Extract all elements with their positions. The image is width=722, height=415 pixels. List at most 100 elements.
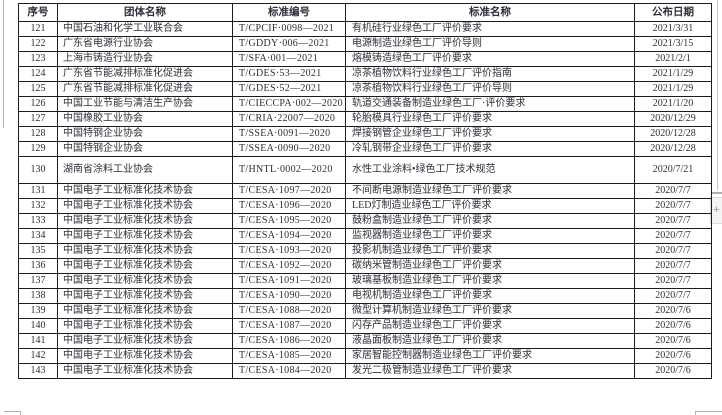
cell-no: 136 bbox=[18, 258, 58, 274]
cell-name: 闪存产品制造业绿色工厂评价要求 bbox=[345, 318, 635, 334]
cell-name: 鼓粉盒制造业绿色工厂评价要求 bbox=[345, 213, 635, 229]
header-cell-name: 标准名称 bbox=[345, 3, 635, 22]
cell-date: 2021/3/15 bbox=[634, 36, 712, 52]
cell-no: 142 bbox=[18, 348, 58, 364]
cell-name: 水性工业涂料•绿色工厂技术规范 bbox=[345, 156, 635, 184]
cell-name: 轨道交通装备制造业绿色工厂·评价要求 bbox=[345, 96, 635, 112]
cell-org: 中国电子工业标准化技术协会 bbox=[57, 318, 233, 334]
cell-date: 2021/1/29 bbox=[634, 66, 712, 82]
table-row: 127 中国橡胶工业协会 T/CRIA·22007—2020 轮胎模具行业绿色工厂评价… bbox=[18, 111, 712, 127]
cell-date: 2020/7/7 bbox=[634, 213, 712, 229]
cell-name: 电源制造业绿色工厂评价导则 bbox=[345, 36, 635, 52]
table-row: 125 广东省节能减排标准化促进会 T/GDES·52—2021 凉茶植物饮料行业绿色… bbox=[18, 81, 712, 97]
table-row: 143 中国电子工业标准化技术协会 T/CESA·1084—2020 发光二极管制造业… bbox=[18, 363, 712, 379]
table-row: 140 中国电子工业标准化技术协会 T/CESA·1087—2020 闪存产品制造业绿… bbox=[18, 318, 712, 334]
cell-date: 2020/12/28 bbox=[634, 126, 712, 142]
cell-org: 中国工业节能与清洁生产协会 bbox=[57, 96, 233, 112]
cell-date: 2020/7/7 bbox=[634, 288, 712, 304]
cell-org: 中国电子工业标准化技术协会 bbox=[57, 183, 233, 199]
cell-date: 2020/7/7 bbox=[634, 258, 712, 274]
scrollbar-dash bbox=[712, 192, 722, 194]
cell-org: 中国特钢企业协会 bbox=[57, 141, 233, 157]
table-row: 132 中国电子工业标准化技术协会 T/CESA·1096—2020 LED灯制造业绿… bbox=[18, 198, 712, 214]
cell-date: 2020/7/7 bbox=[634, 183, 712, 199]
cell-org: 中国电子工业标准化技术协会 bbox=[57, 198, 233, 214]
table-row: 142 中国电子工业标准化技术协会 T/CESA·1085—2020 家居智能控制器制… bbox=[18, 348, 712, 364]
cell-code: T/CESA·1086—2020 bbox=[232, 333, 346, 349]
cell-date: 2020/7/21 bbox=[634, 156, 712, 184]
cell-no: 133 bbox=[18, 213, 58, 229]
cell-code: T/GDES·52—2021 bbox=[232, 81, 346, 97]
table-row: 136 中国电子工业标准化技术协会 T/CESA·1092—2020 碳纳米管制造业绿… bbox=[18, 258, 712, 274]
cell-no: 124 bbox=[18, 66, 58, 82]
cell-org: 中国电子工业标准化技术协会 bbox=[57, 213, 233, 229]
cell-name: 焊接钢管企业绿色工厂评价要求 bbox=[345, 126, 635, 142]
cell-code: T/CESA·1087—2020 bbox=[232, 318, 346, 334]
cell-no: 130 bbox=[18, 156, 58, 184]
cell-date: 2020/7/7 bbox=[634, 228, 712, 244]
cell-date: 2020/7/7 bbox=[634, 198, 712, 214]
cell-org: 中国电子工业标准化技术协会 bbox=[57, 288, 233, 304]
cell-code: T/CESA·1096—2020 bbox=[232, 198, 346, 214]
cell-name: LED灯制造业绿色工厂评价要求 bbox=[345, 198, 635, 214]
cell-name: 玻璃基板制造业绿色工厂评价要求 bbox=[345, 273, 635, 289]
cell-name: 液晶面板制造业绿色工厂评价要求 bbox=[345, 333, 635, 349]
table-row: 135 中国电子工业标准化技术协会 T/CESA·1093—2020 投影机制造业绿色… bbox=[18, 243, 712, 259]
cell-name: 碳纳米管制造业绿色工厂评价要求 bbox=[345, 258, 635, 274]
cell-name: 冷轧钢带企业绿色工厂评价要求 bbox=[345, 141, 635, 157]
cell-name: 不间断电源制造业绿色工厂评价要求 bbox=[345, 183, 635, 199]
header-cell-org: 团体名称 bbox=[57, 3, 233, 22]
cell-no: 132 bbox=[18, 198, 58, 214]
cell-org: 中国电子工业标准化技术协会 bbox=[57, 258, 233, 274]
cell-org: 中国电子工业标准化技术协会 bbox=[57, 348, 233, 364]
cell-date: 2020/12/29 bbox=[634, 111, 712, 127]
cell-org: 中国电子工业标准化技术协会 bbox=[57, 243, 233, 259]
cell-code: T/CESA·1095—2020 bbox=[232, 213, 346, 229]
table-row: 123 上海市铸造行业协会 T/SFA·001—2021 熔模铸造绿色工厂评价要求 20… bbox=[18, 51, 712, 67]
cell-code: T/CPCIF·0098—2021 bbox=[232, 21, 346, 37]
table-body: 121 中国石油和化学工业联合会 T/CPCIF·0098—2021 有机硅行业绿色工… bbox=[18, 21, 712, 379]
page-edge-line-right bbox=[717, 0, 718, 190]
cell-code: T/CESA·1084—2020 bbox=[232, 363, 346, 379]
cell-code: T/SSEA·0090—2020 bbox=[232, 141, 346, 157]
page-corner-mark-bottom-left bbox=[4, 411, 21, 415]
table-header-row: 序号 团体名称 标准编号 标准名称 公布日期 bbox=[18, 3, 712, 22]
cell-code: T/CESA·1088—2020 bbox=[232, 303, 346, 319]
cell-code: T/CESA·1091—2020 bbox=[232, 273, 346, 289]
cell-org: 广东省节能减排标准化促进会 bbox=[57, 81, 233, 97]
cell-date: 2020/7/6 bbox=[634, 318, 712, 334]
cell-date: 2021/3/31 bbox=[634, 21, 712, 37]
cell-no: 139 bbox=[18, 303, 58, 319]
cell-org: 中国电子工业标准化技术协会 bbox=[57, 333, 233, 349]
cell-code: T/CESA·1094—2020 bbox=[232, 228, 346, 244]
cell-name: 熔模铸造绿色工厂评价要求 bbox=[345, 51, 635, 67]
table-row: 124 广东省节能减排标准化促进会 T/GDES·53—2021 凉茶植物饮料行业绿色… bbox=[18, 66, 712, 82]
table-row: 121 中国石油和化学工业联合会 T/CPCIF·0098—2021 有机硅行业绿色工… bbox=[18, 21, 712, 37]
table-row: 131 中国电子工业标准化技术协会 T/CESA·1097—2020 不间断电源制造业… bbox=[18, 183, 712, 199]
cell-date: 2020/7/7 bbox=[634, 243, 712, 259]
cell-no: 134 bbox=[18, 228, 58, 244]
cell-no: 128 bbox=[18, 126, 58, 142]
cell-no: 143 bbox=[18, 363, 58, 379]
table-row: 126 中国工业节能与清洁生产协会 T/CIECCPA·002—2020 轨道交通装备… bbox=[18, 96, 712, 112]
cell-code: T/CESA·1097—2020 bbox=[232, 183, 346, 199]
cell-no: 123 bbox=[18, 51, 58, 67]
cell-org: 中国特钢企业协会 bbox=[57, 126, 233, 142]
cell-name: 凉茶植物饮料行业绿色工厂评价指南 bbox=[345, 66, 635, 82]
cell-date: 2020/7/6 bbox=[634, 363, 712, 379]
cell-code: T/SSEA·0091—2020 bbox=[232, 126, 346, 142]
header-cell-code: 标准编号 bbox=[232, 3, 346, 22]
standards-table: 序号 团体名称 标准编号 标准名称 公布日期 121 中国石油和化学工业联合会 T/… bbox=[18, 3, 712, 379]
cell-date: 2020/7/7 bbox=[634, 273, 712, 289]
cell-code: T/HNTL·0002—2020 bbox=[232, 156, 346, 184]
cell-name: 投影机制造业绿色工厂评价要求 bbox=[345, 243, 635, 259]
table-row: 138 中国电子工业标准化技术协会 T/CESA·1090—2020 电视机制造业绿色… bbox=[18, 288, 712, 304]
cell-no: 138 bbox=[18, 288, 58, 304]
cell-org: 中国石油和化学工业联合会 bbox=[57, 21, 233, 37]
cell-no: 135 bbox=[18, 243, 58, 259]
cell-org: 中国电子工业标准化技术协会 bbox=[57, 363, 233, 379]
cell-date: 2020/7/6 bbox=[634, 333, 712, 349]
cell-no: 121 bbox=[18, 21, 58, 37]
cell-name: 轮胎模具行业绿色工厂评价要求 bbox=[345, 111, 635, 127]
cell-name: 凉茶植物饮料行业绿色工厂评价导则 bbox=[345, 81, 635, 97]
